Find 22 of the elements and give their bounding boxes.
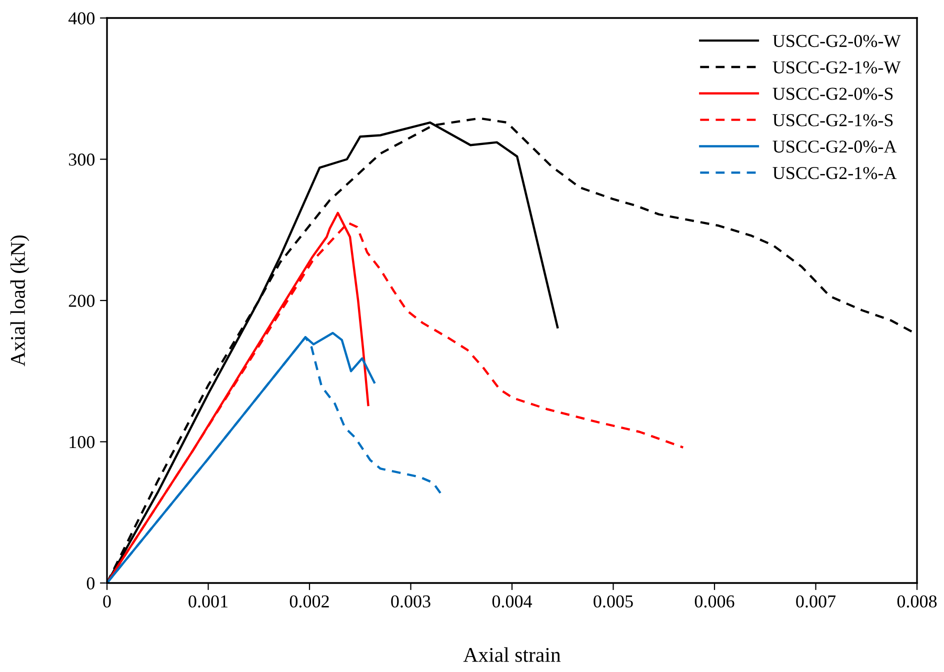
x-tick-label: 0.004 (492, 595, 532, 608)
x-tick-label: 0.002 (290, 595, 329, 608)
x-tick-label: 0.005 (594, 595, 633, 608)
x-tick-label: 0.008 (897, 595, 937, 608)
y-tick-label: 400 (68, 12, 95, 24)
legend-label: USCC-G2-0%-W (772, 34, 901, 48)
y-axis-title: Axial load (kN) (10, 235, 30, 366)
legend-label: USCC-G2-1%-W (772, 61, 901, 74)
x-tick-label: 0.003 (391, 595, 430, 608)
x-tick-label: 0.007 (796, 595, 836, 608)
y-tick-label: 0 (86, 577, 95, 590)
legend-label: USCC-G2-0%-S (772, 88, 893, 100)
x-tick-label: 0.006 (694, 595, 734, 608)
legend-label: USCC-G2-0%-A (772, 140, 897, 153)
legend-label: USCC-G2-1%-S (772, 114, 893, 126)
y-tick-label: 200 (68, 294, 95, 307)
x-tick-label: 0 (103, 595, 111, 608)
y-tick-label: 300 (68, 154, 95, 166)
x-tick-label: 0.001 (188, 595, 228, 608)
y-tick-label: 100 (70, 436, 95, 448)
x-axis-title: Axial strain (463, 647, 561, 662)
legend-label: USCC-G2-1%-A (772, 166, 897, 180)
